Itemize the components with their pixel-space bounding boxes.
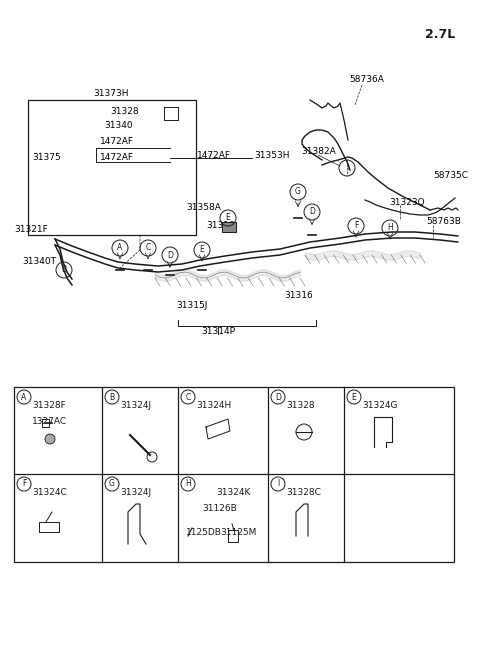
Text: 31324J: 31324J [120,401,151,410]
Text: D: D [275,392,281,402]
Text: C: C [185,392,191,402]
Text: 31328C: 31328C [286,488,321,497]
Text: G: G [109,479,115,489]
Bar [222,222,236,232]
Text: 1472AF: 1472AF [197,151,231,160]
Text: 58763B: 58763B [426,217,461,227]
Text: 58736A: 58736A [349,75,384,84]
Text: 31340T: 31340T [22,257,56,265]
Bar [28,100,196,235]
Text: 31125M: 31125M [220,528,256,537]
Text: E: E [352,392,356,402]
Text: 1472AF: 1472AF [100,136,134,145]
Text: E: E [200,246,204,255]
Text: 31310: 31310 [206,221,235,229]
Text: 31375: 31375 [32,153,61,162]
Text: A: A [22,392,26,402]
Text: 31314P: 31314P [201,328,235,337]
Text: 58735C: 58735C [433,170,468,179]
Text: 31315J: 31315J [176,301,207,310]
Text: 31126B: 31126B [202,504,237,513]
Text: I: I [277,479,279,489]
Text: 31324J: 31324J [120,488,151,497]
Text: D: D [309,208,315,217]
Text: 31328F: 31328F [32,401,66,410]
Text: G: G [295,187,301,196]
Text: 1472AF: 1472AF [100,153,134,162]
Text: D: D [167,250,173,259]
Text: 31323Q: 31323Q [389,198,425,206]
Text: H: H [185,479,191,489]
Text: 31382A: 31382A [301,147,336,157]
Text: 2.7L: 2.7L [425,28,455,41]
Text: E: E [226,214,230,223]
Text: F: F [22,479,26,489]
Text: 31358A: 31358A [186,204,221,212]
Circle shape [45,434,55,444]
Text: B: B [61,265,67,274]
Text: C: C [145,244,151,252]
Text: B: B [109,392,115,402]
Text: 31328: 31328 [286,401,314,410]
Text: 1327AC: 1327AC [32,417,67,426]
Text: 31328: 31328 [110,107,139,115]
Text: 31373H: 31373H [93,88,129,98]
Text: 31324K: 31324K [216,488,251,497]
Text: F: F [354,221,358,231]
Text: 31324G: 31324G [362,401,397,410]
Text: 31340: 31340 [104,121,132,130]
Text: H: H [387,223,393,233]
Text: 31324H: 31324H [196,401,231,410]
Text: 1125DB: 1125DB [186,528,222,537]
Text: 31321F: 31321F [14,225,48,234]
Bar [14,387,454,562]
Text: 31324C: 31324C [32,488,67,497]
Text: I: I [346,164,348,172]
Text: 31316: 31316 [284,291,313,301]
Text: A: A [118,244,122,252]
Text: 31353H: 31353H [254,151,289,160]
